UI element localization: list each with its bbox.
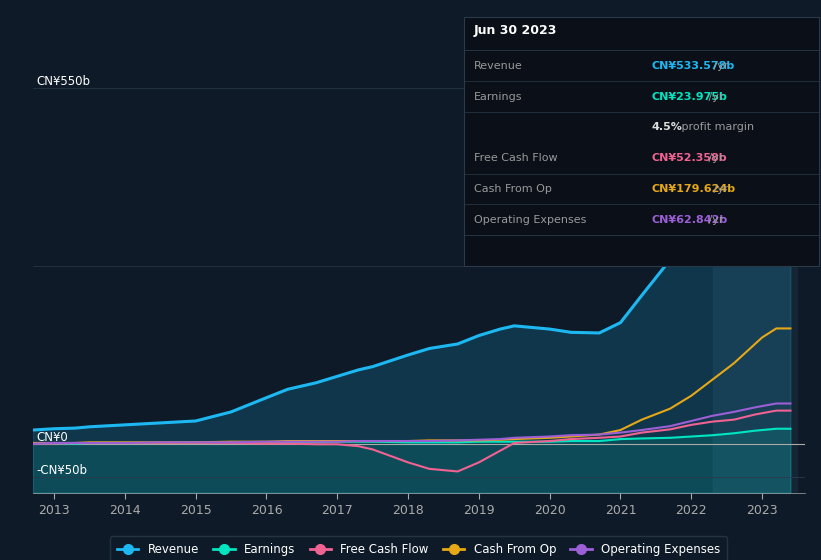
- Text: Operating Expenses: Operating Expenses: [474, 215, 586, 225]
- Text: /yr: /yr: [705, 153, 723, 163]
- Text: 4.5%: 4.5%: [652, 123, 683, 132]
- Text: CN¥62.842b: CN¥62.842b: [652, 215, 728, 225]
- Text: /yr: /yr: [710, 184, 728, 194]
- Text: CN¥0: CN¥0: [37, 431, 68, 444]
- Text: profit margin: profit margin: [678, 123, 754, 132]
- Text: Revenue: Revenue: [474, 61, 522, 71]
- Text: Free Cash Flow: Free Cash Flow: [474, 153, 557, 163]
- Text: Earnings: Earnings: [474, 92, 522, 101]
- Text: Jun 30 2023: Jun 30 2023: [474, 24, 557, 36]
- Text: /yr: /yr: [705, 92, 723, 101]
- Text: -CN¥50b: -CN¥50b: [37, 464, 88, 477]
- Text: CN¥23.975b: CN¥23.975b: [652, 92, 727, 101]
- Text: CN¥179.624b: CN¥179.624b: [652, 184, 736, 194]
- Text: /yr: /yr: [710, 61, 728, 71]
- Text: CN¥550b: CN¥550b: [37, 76, 90, 88]
- Text: Cash From Op: Cash From Op: [474, 184, 552, 194]
- Text: CN¥533.578b: CN¥533.578b: [652, 61, 735, 71]
- Text: CN¥52.358b: CN¥52.358b: [652, 153, 727, 163]
- Legend: Revenue, Earnings, Free Cash Flow, Cash From Op, Operating Expenses: Revenue, Earnings, Free Cash Flow, Cash …: [110, 536, 727, 560]
- Bar: [713, 56, 797, 493]
- Text: /yr: /yr: [705, 215, 723, 225]
